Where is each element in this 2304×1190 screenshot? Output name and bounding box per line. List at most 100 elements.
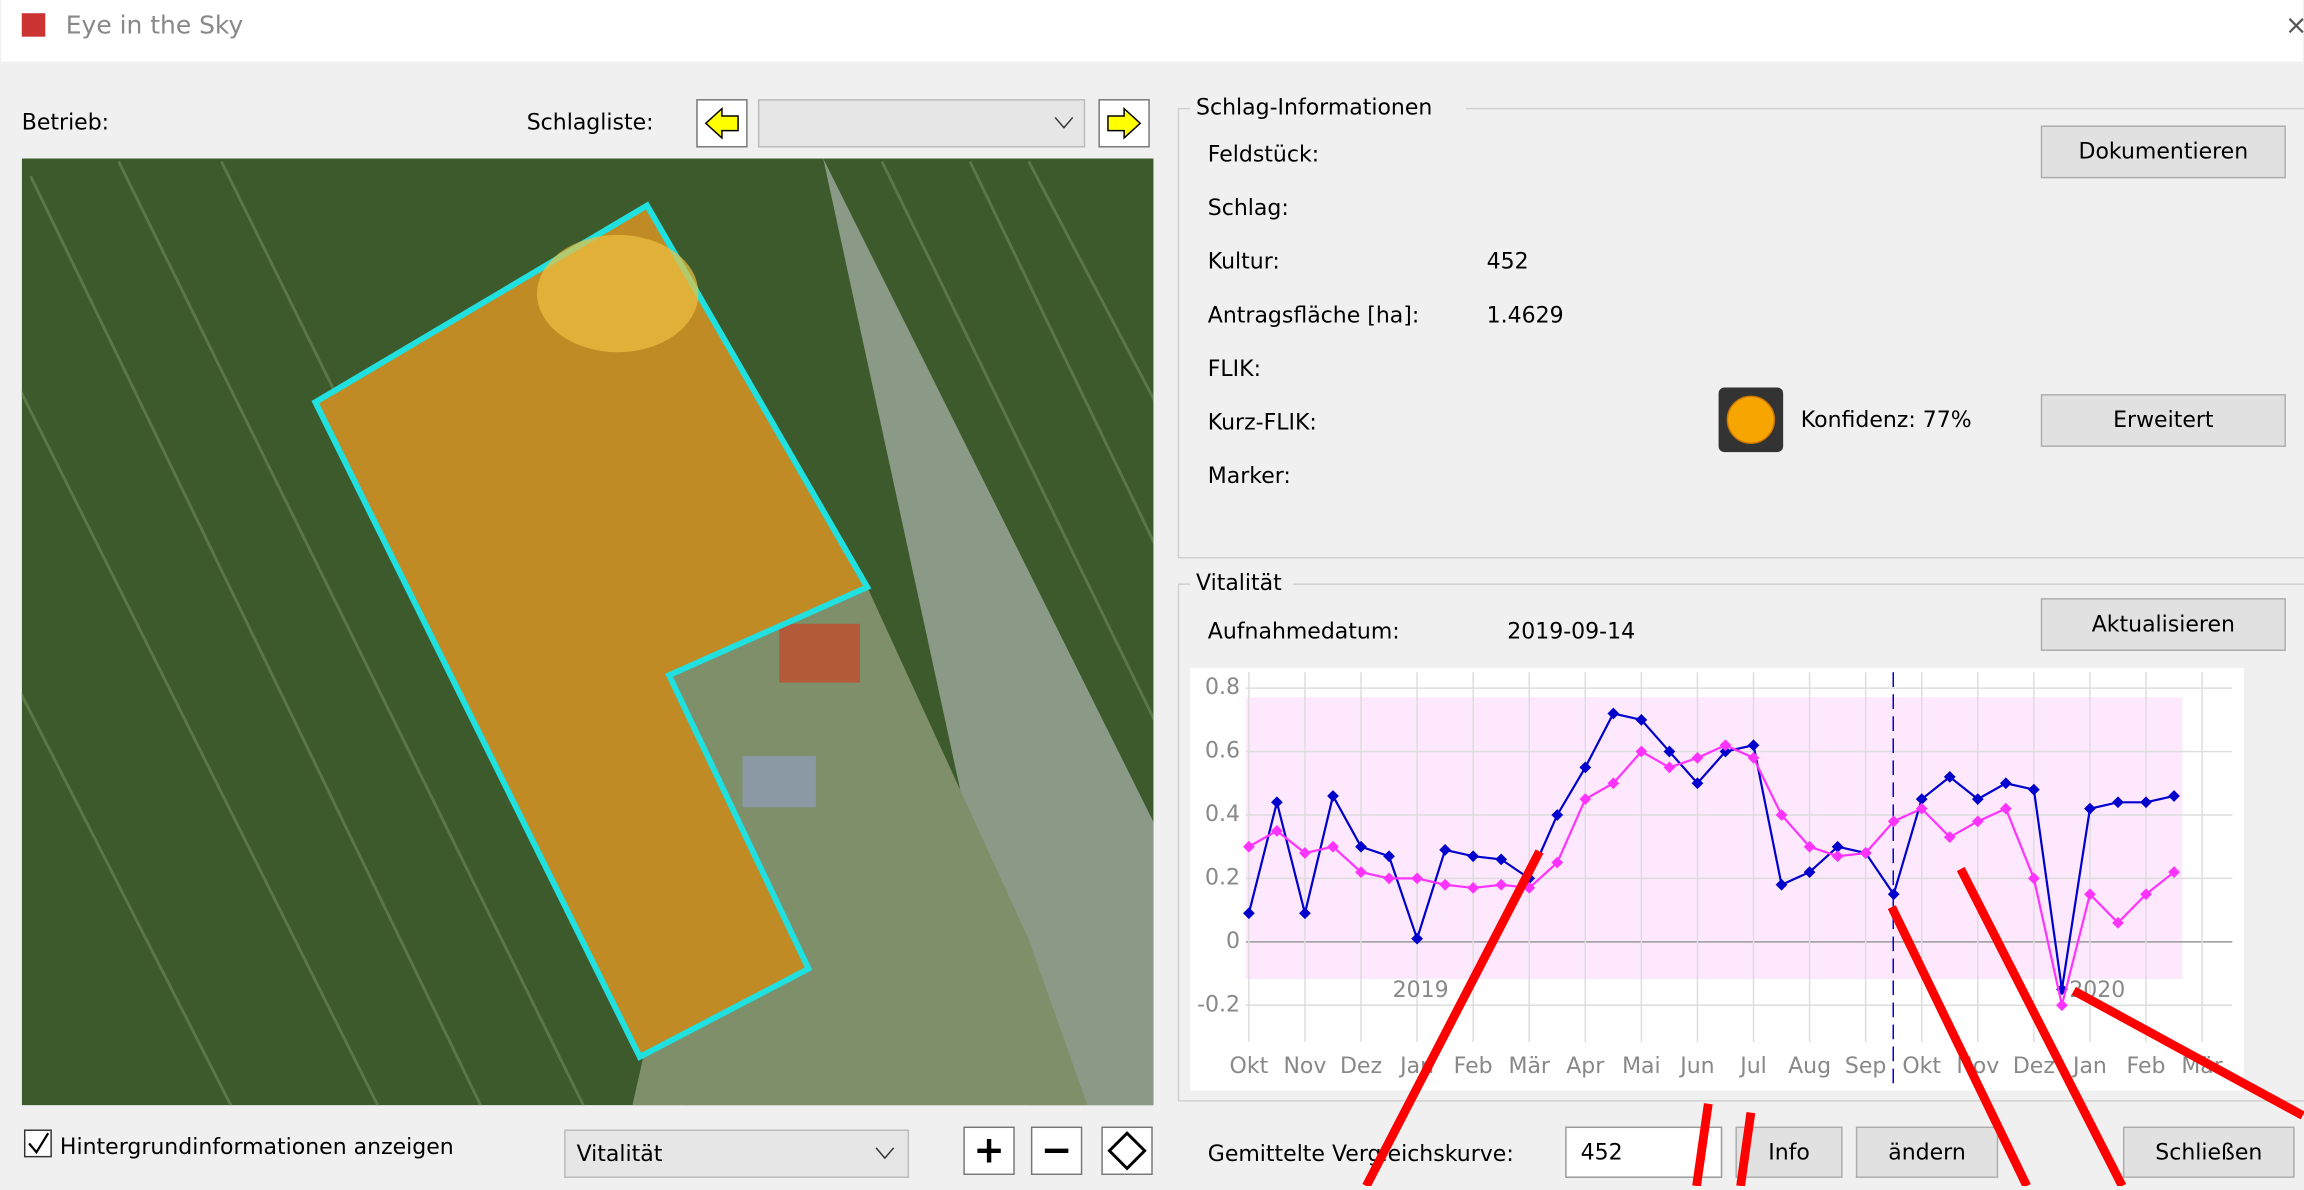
compare-label: Gemittelte Vergleichskurve:: [1208, 1142, 1514, 1167]
point: [1915, 802, 1928, 815]
series-line: [1247, 712, 2175, 990]
point: [1831, 840, 1844, 853]
window-title: Eye in the Sky: [66, 10, 244, 39]
point: [1691, 777, 1704, 790]
point: [1747, 752, 1760, 764]
y-tick-label: 0.8: [1205, 675, 1240, 700]
point: [1775, 878, 1788, 891]
point: [1243, 840, 1255, 853]
point: [1887, 815, 1900, 828]
x-tick-label: Dez: [1340, 1054, 1382, 1079]
point: [1607, 707, 1620, 720]
point: [1943, 831, 1956, 844]
map: [21, 158, 1154, 1106]
point: [1551, 856, 1564, 869]
point: [1327, 840, 1339, 853]
field-value: 1.4629: [1487, 303, 1564, 328]
point: [1775, 809, 1788, 821]
x-tick-label: Okt: [1230, 1054, 1269, 1079]
field-label: Feldstück:: [1208, 143, 1319, 168]
point: [2168, 866, 2180, 878]
point: [1859, 847, 1872, 859]
betrieb-label: Betrieb:: [22, 110, 109, 135]
point: [1355, 840, 1367, 853]
field-polygon: [311, 201, 872, 1061]
date-label: Aufnahmedatum:: [1208, 620, 1400, 645]
y-tick-label: -0.2: [1197, 992, 1240, 1017]
point: [1887, 888, 1900, 901]
point: [1299, 847, 1311, 859]
point: [1467, 882, 1480, 894]
x-tick-label: Jun: [1678, 1054, 1714, 1079]
field-label: Kurz-FLIK:: [1208, 410, 1317, 435]
point: [1635, 745, 1648, 758]
x-tick-label: Okt: [1902, 1054, 1941, 1079]
point: [1635, 713, 1648, 726]
schlagliste-label: Schlagliste:: [527, 110, 654, 135]
point: [1831, 850, 1844, 863]
point: [1663, 745, 1676, 758]
x-tick-label: Feb: [2127, 1054, 2166, 1079]
point: [1663, 761, 1676, 774]
y-tick-label: 0.4: [1205, 802, 1240, 827]
app-icon: [21, 13, 46, 37]
point: [1439, 843, 1451, 856]
compare-value: 452: [1581, 1141, 1623, 1166]
point: [2140, 888, 2152, 901]
y-tick-label: 0: [1226, 929, 1240, 954]
point: [1271, 824, 1283, 837]
dropdown-arrow: [1054, 116, 1074, 129]
next-arrow: [1107, 106, 1142, 140]
info-group: [1177, 107, 2304, 559]
point: [1579, 793, 1592, 805]
button[interactable]: [1855, 1126, 1999, 1178]
x-tick-label: Sep: [1845, 1054, 1886, 1079]
button[interactable]: [1735, 1126, 1843, 1178]
x-tick-label: Mai: [1622, 1054, 1661, 1079]
point: [1439, 878, 1451, 891]
vitality-group-title: Vitalität: [1196, 571, 1282, 596]
point: [1411, 932, 1423, 945]
button[interactable]: [2040, 394, 2286, 447]
x-tick-label: Dez: [2013, 1054, 2055, 1079]
confidence: Konfidenz: 77%: [1801, 408, 1972, 433]
point: [1719, 745, 1732, 758]
button[interactable]: [2040, 125, 2286, 179]
point: [2056, 999, 2068, 1012]
zoom-out-button[interactable]: [1030, 1126, 1083, 1175]
x-tick-label: Jul: [1738, 1054, 1767, 1079]
point: [2112, 916, 2124, 929]
schlag-select[interactable]: [757, 99, 1086, 148]
prev-arrow: [704, 106, 739, 140]
point: [1355, 866, 1367, 878]
point: [1383, 850, 1395, 863]
close-icon[interactable]: ×: [2285, 10, 2304, 41]
y-tick-label: 0.6: [1205, 739, 1240, 764]
x-tick-label: Feb: [1454, 1054, 1493, 1079]
field-label: Schlag:: [1208, 196, 1289, 221]
point: [1467, 850, 1480, 863]
point: [1495, 853, 1508, 866]
button-label: Erweitert: [2113, 408, 2214, 433]
button[interactable]: [2040, 598, 2286, 651]
button[interactable]: [2122, 1126, 2295, 1178]
button-label: Schließen: [2155, 1141, 2262, 1166]
zoom-in-button[interactable]: [963, 1126, 1015, 1175]
point: [1803, 866, 1816, 878]
point: [2168, 790, 2180, 802]
field-highlight: [536, 234, 699, 353]
x-tick-label: Jan: [2071, 1054, 2107, 1079]
button-label: Aktualisieren: [2092, 612, 2235, 637]
layer-select[interactable]: [564, 1129, 910, 1178]
point: [1607, 777, 1620, 790]
point: [1803, 840, 1816, 853]
point: [2027, 783, 2040, 796]
point: [1271, 796, 1283, 809]
point: [1999, 802, 2012, 815]
point: [1971, 793, 1984, 805]
field-label: Antragsfläche [ha]:: [1208, 303, 1419, 328]
year-label: 2019: [1393, 978, 1449, 1003]
point: [1551, 809, 1564, 821]
road: [823, 158, 1154, 1106]
